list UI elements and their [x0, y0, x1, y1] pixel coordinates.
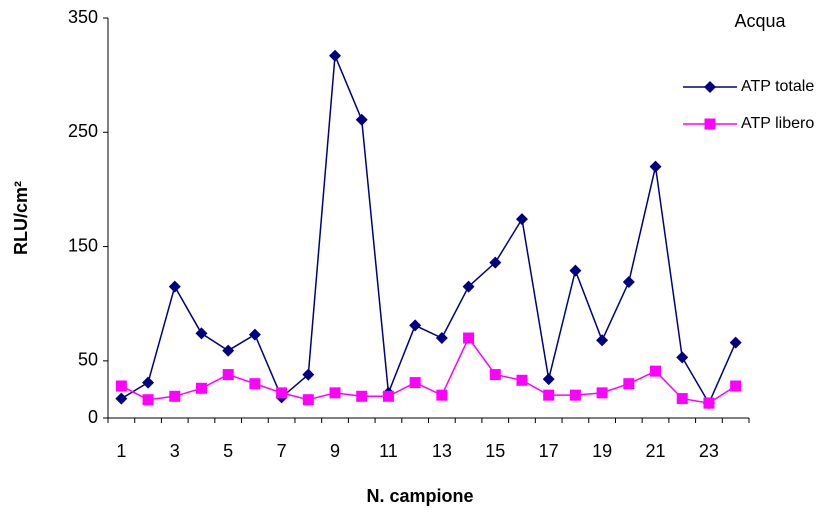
marker	[489, 369, 501, 381]
x-tick-label: 5	[223, 441, 233, 461]
marker	[730, 380, 742, 392]
marker	[329, 387, 341, 399]
marker	[650, 365, 662, 377]
marker	[463, 332, 475, 344]
marker	[115, 392, 128, 405]
legend-label: ATP totale	[741, 78, 814, 95]
marker	[542, 373, 555, 386]
legend-label: ATP libero	[741, 115, 814, 132]
marker	[248, 328, 261, 341]
marker	[142, 376, 155, 389]
x-tick-label: 3	[170, 441, 180, 461]
y-tick-label: 150	[68, 235, 98, 255]
marker	[543, 389, 555, 401]
marker	[168, 280, 181, 293]
marker	[302, 394, 314, 406]
marker	[676, 393, 688, 405]
annotation: Acqua	[734, 11, 786, 31]
marker	[622, 276, 635, 288]
x-tick-label: 23	[699, 441, 719, 461]
x-tick-label: 9	[330, 441, 340, 461]
marker	[195, 382, 207, 394]
y-axis-title: RLU/cm²	[11, 181, 31, 255]
x-tick-label: 13	[432, 441, 452, 461]
series-line	[121, 336, 737, 404]
marker	[355, 113, 368, 126]
marker	[516, 374, 528, 386]
x-tick-label: 17	[539, 441, 559, 461]
x-tick-label: 19	[592, 441, 612, 461]
marker	[382, 390, 394, 402]
marker	[276, 387, 288, 399]
marker	[596, 334, 609, 347]
x-tick-label: 11	[379, 441, 398, 461]
y-tick-label: 350	[68, 7, 98, 27]
marker	[249, 378, 261, 390]
marker	[142, 394, 154, 406]
x-axis-title: N. campione	[366, 486, 473, 506]
x-tick-label: 1	[116, 441, 126, 461]
marker	[649, 160, 662, 173]
marker	[222, 344, 235, 357]
marker	[515, 213, 528, 226]
marker	[435, 332, 448, 344]
marker	[409, 319, 422, 332]
marker	[623, 378, 635, 390]
marker	[703, 397, 715, 409]
marker	[222, 369, 234, 381]
marker	[729, 336, 742, 349]
x-tick-label: 21	[646, 441, 666, 461]
marker	[676, 351, 689, 364]
marker	[489, 256, 502, 269]
marker	[169, 390, 181, 402]
x-tick-label: 7	[277, 441, 287, 461]
marker	[569, 389, 581, 401]
y-tick-label: 0	[88, 407, 98, 427]
marker	[302, 368, 315, 381]
y-tick-label: 250	[68, 121, 98, 141]
marker	[115, 380, 127, 392]
x-tick-label: 15	[485, 441, 505, 461]
marker	[462, 280, 475, 293]
marker	[195, 327, 208, 340]
marker	[409, 377, 421, 389]
marker	[329, 49, 342, 62]
marker	[569, 264, 582, 277]
y-tick-label: 50	[78, 350, 98, 370]
series-line	[120, 55, 737, 405]
marker	[596, 387, 608, 399]
legend-marker	[704, 118, 716, 130]
legend-marker	[704, 81, 716, 93]
marker	[436, 389, 448, 401]
marker	[356, 390, 368, 402]
